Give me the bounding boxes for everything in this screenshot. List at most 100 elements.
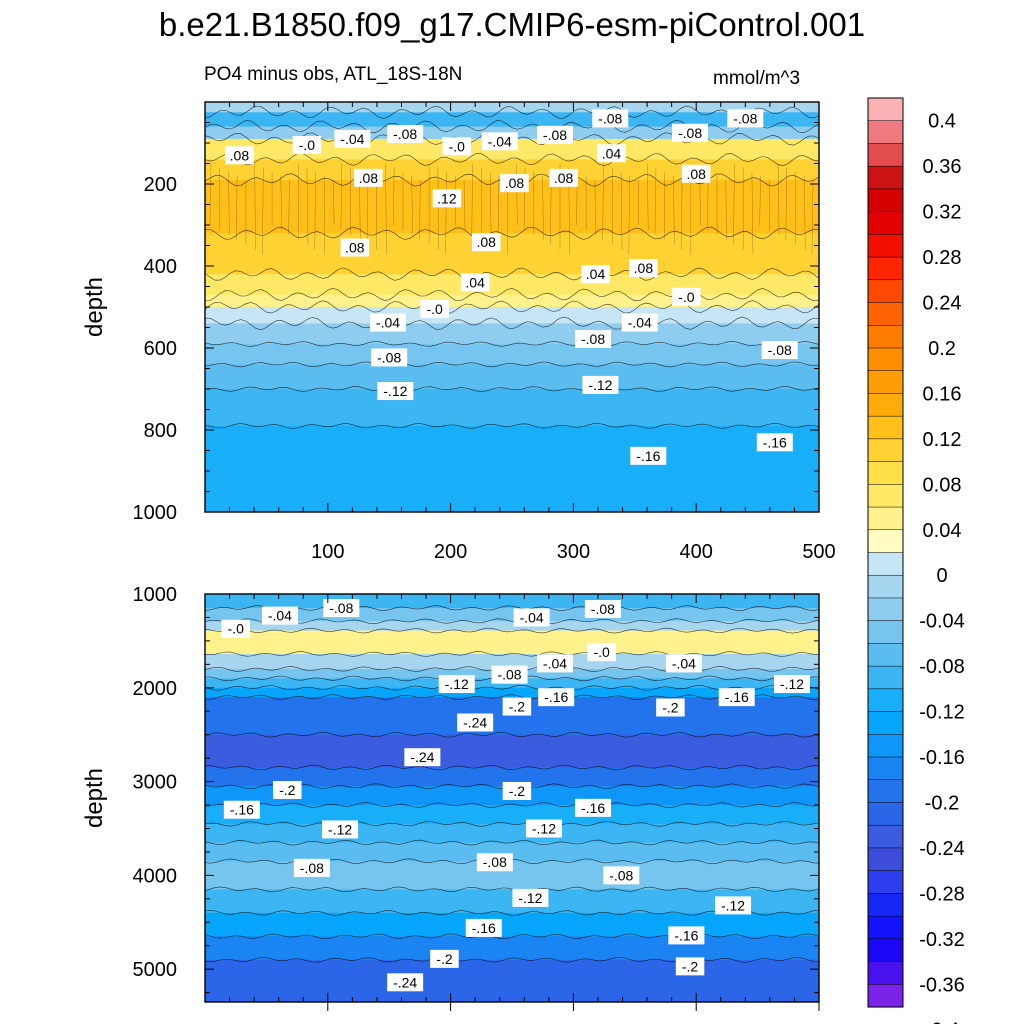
upper-contour-label: -.16 [756,433,793,452]
upper-contour-label: .08 [500,174,529,193]
upper-noise-line [262,167,264,255]
contour-label-text: -.2 [509,699,526,715]
upper-noise-line [288,179,290,235]
contour-label-box [387,124,424,143]
lower-band [205,621,819,632]
lower-y-tick-label: 1000 [133,584,178,606]
colorbar-swatch [867,734,904,758]
lower-contour-label: -.16 [575,798,612,817]
upper-noise-line [602,163,604,240]
lower-band [205,654,819,670]
contour-label-text: -.08 [393,126,417,142]
upper-noise-line [733,163,735,245]
contour-label-text: -.24 [463,714,487,730]
contour-label-box [630,446,667,465]
upper-contour-line [205,316,819,331]
lower-contour-line [205,802,819,808]
colorbar-label: 0.28 [923,247,962,269]
contour-label-box [273,781,302,800]
upper-y-tick-label: 1000 [133,502,178,524]
upper-panel: .08-.0 -.04 -.08-.0 -.04 -.08-.08.04-.08-.08… [81,101,836,563]
upper-noise-line [785,167,788,240]
lower-contour-label: -.2 [502,781,532,800]
upper-band [205,274,819,296]
contour-label-text: -.04 [340,131,364,147]
upper-noise-line [437,167,440,250]
upper-noise-line [751,171,754,255]
upper-band [205,389,819,427]
contour-label-text: -.04 [268,608,292,624]
lower-band [205,687,819,698]
upper-contour-line [205,423,819,429]
colorbar-label: -0.24 [919,838,965,860]
lower-contour-label: -.16 [465,918,502,937]
contour-label-box [500,174,529,193]
upper-contour-label: -.04 [369,313,406,332]
contour-label-text: -.04 [376,315,400,331]
upper-noise-line [620,171,623,250]
lower-contour-line [205,731,819,738]
colorbar-label: -0.32 [919,929,965,951]
upper-band [205,364,819,390]
contour-label-text: .08 [345,240,365,256]
colorbar-swatch [867,393,904,417]
contour-label-box [369,313,406,332]
contour-label-box [582,375,619,394]
lower-contour-label: -.08 [491,665,528,684]
colorbar-label: -0.12 [919,702,965,724]
contour-label-box [536,125,573,144]
lower-band [205,936,819,961]
contour-label-text: -.04 [628,315,652,331]
lower-contour-line [205,886,819,893]
upper-contour-label: -.08 [387,124,424,143]
lower-contour-line [205,933,819,940]
upper-y-axis-label: depth [81,277,108,337]
contour-label-text: -.0 [449,138,466,154]
contour-label-text: -.16 [472,920,496,936]
colorbar-swatch [867,529,904,554]
contour-label-text: .08 [476,234,496,250]
upper-contour-label: .08 [471,233,501,252]
lower-contour-label: -.12 [525,819,562,838]
upper-band [205,112,819,128]
contour-label-box [438,675,475,694]
colorbar-swatch [867,347,904,372]
upper-contour-label: .08 [354,168,383,187]
colorbar-swatch [867,984,904,1008]
contour-label-box [502,781,532,800]
upper-band [205,425,819,512]
lower-contour-label: -.16 [223,800,260,819]
upper-contour-line [205,105,819,119]
colorbar-swatch [867,802,904,826]
contour-label-text: .08 [686,166,706,182]
contour-label-box [665,654,702,673]
upper-noise-line [759,175,761,226]
upper-noise-line [392,167,395,226]
colorbar-swatch [867,665,904,690]
upper-contour-line [205,386,819,392]
upper-noise-line [628,175,631,255]
lower-contour-line [205,627,819,634]
figure-title: b.e21.B1850.f09_g17.CMIP6-esm-piControl.… [158,6,866,43]
contour-label-text: -.0 [593,644,610,660]
colorbar-swatch [867,552,904,576]
upper-contour-label: .04 [581,265,610,284]
upper-noise-line [254,163,256,250]
contour-label-box [672,287,701,306]
upper-contour-label: -.04 [481,132,518,151]
lower-contour-label: -.0 [221,619,250,638]
contour-label-box [629,259,658,278]
contour-label-box [476,853,513,872]
contour-label-box [292,136,322,155]
colorbar-label: 0.16 [923,383,962,405]
contour-label-box [681,164,711,183]
contour-label-text: -.08 [497,667,521,683]
upper-noise-line [385,163,387,255]
upper-noise-line [411,175,413,235]
contour-label-box [675,957,705,976]
upper-noise-line [463,179,466,230]
upper-noise-line [306,167,309,245]
upper-noise-line [811,179,814,255]
upper-contour-label: -.12 [377,382,414,401]
colorbar-swatch [867,711,904,735]
